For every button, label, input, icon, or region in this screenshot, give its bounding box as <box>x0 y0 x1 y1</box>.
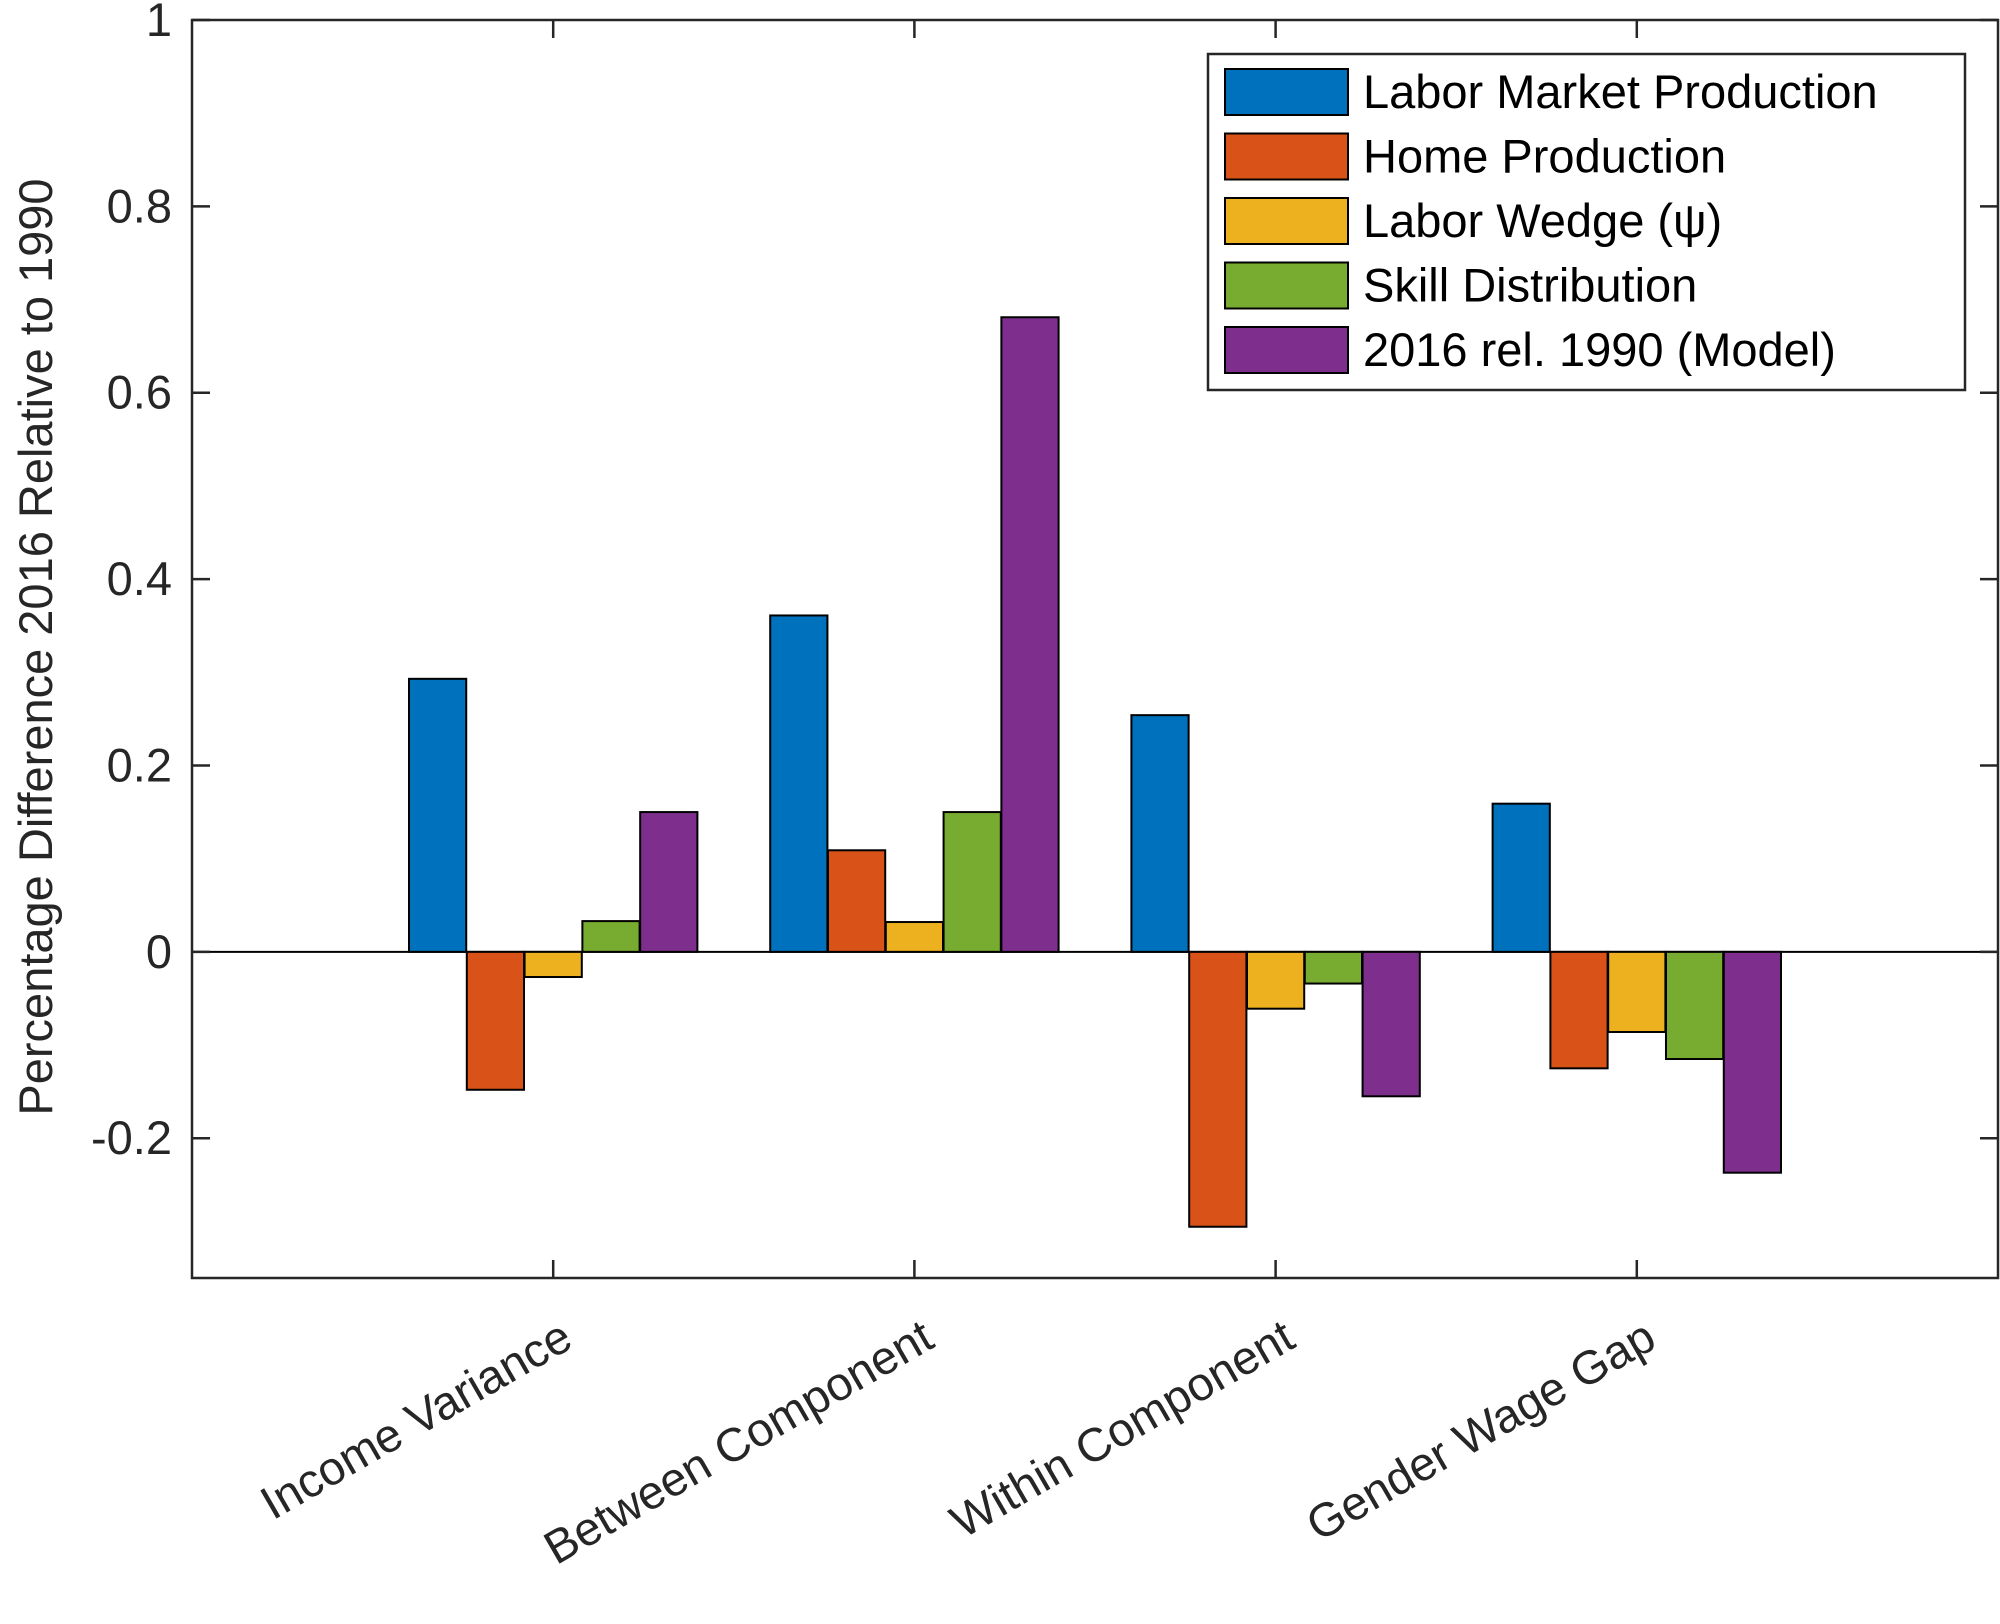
bar-between-component-labor-market-production <box>769 614 829 953</box>
legend-swatch-labor-market-production <box>1224 68 1349 116</box>
legend-label-labor-market-production: Labor Market Production <box>1363 65 1878 118</box>
y-axis-label: Percentage Difference 2016 Relative to 1… <box>9 178 62 1115</box>
legend-swatch-labor-wedge <box>1224 197 1349 245</box>
bar-within-component-labor-market-production <box>1130 714 1190 953</box>
legend-label-home-production: Home Production <box>1363 130 1726 183</box>
bar-between-component-labor-wedge <box>884 921 945 953</box>
bar-gender-wage-gap-labor-wedge <box>1607 950 1667 1033</box>
legend-swatch-home-production <box>1224 132 1349 181</box>
y-tick-label: 0.8 <box>107 179 172 232</box>
bar-within-component-skill-distribution <box>1303 950 1363 985</box>
legend-label-skill-distribution: Skill Distribution <box>1363 259 1697 312</box>
bar-between-component-2016-rel-1990-model <box>1000 316 1060 953</box>
bar-within-component-labor-wedge <box>1245 950 1306 1010</box>
bar-income-variance-2016-rel-1990-model <box>639 811 699 953</box>
bars-group <box>408 316 1782 1228</box>
bar-within-component-home-production <box>1188 950 1248 1228</box>
legend-swatch-skill-distribution <box>1224 261 1349 310</box>
bar-income-variance-labor-wedge <box>523 950 583 979</box>
bar-between-component-home-production <box>827 849 887 953</box>
y-tick-label: -0.2 <box>91 1111 172 1164</box>
bar-income-variance-home-production <box>465 950 526 1091</box>
plot-area-box <box>190 18 2000 1280</box>
bar-gender-wage-gap-home-production <box>1549 950 1609 1070</box>
x-tick-label-between-component: Between Component <box>535 1309 942 1574</box>
bar-income-variance-skill-distribution <box>581 920 641 953</box>
bar-between-component-skill-distribution <box>942 811 1002 953</box>
legend-label-2016-rel-1990-model: 2016 rel. 1990 (Model) <box>1363 323 1836 376</box>
axes-frame <box>190 18 2000 1280</box>
y-tick-label: 0 <box>146 925 172 978</box>
legend: Labor Market Production Home Production La… <box>1206 52 1967 392</box>
x-tick-label-gender-wage-gap: Gender Wage Gap <box>1297 1309 1664 1551</box>
x-tick-label-within-component: Within Component <box>941 1309 1302 1548</box>
bar-gender-wage-gap-2016-rel-1990-model <box>1722 950 1782 1174</box>
legend-swatch-2016-rel-1990-model <box>1224 326 1349 374</box>
bar-gender-wage-gap-labor-market-production <box>1491 802 1551 953</box>
bar-gender-wage-gap-skill-distribution <box>1664 950 1725 1061</box>
y-tick-label: 0.4 <box>107 552 172 605</box>
x-tick-label-income-variance: Income Variance <box>251 1309 580 1530</box>
y-tick-label: 1 <box>146 0 172 46</box>
y-tick-label: 0.2 <box>107 738 172 791</box>
bar-within-component-2016-rel-1990-model <box>1361 950 1421 1098</box>
bar-income-variance-labor-market-production <box>408 677 468 953</box>
legend-label-labor-wedge: Labor Wedge (ψ) <box>1363 194 1722 247</box>
y-tick-label: 0.6 <box>107 366 172 419</box>
y-axis-ticks: -0.2 0 0.2 0.4 0.6 0.8 1 <box>91 0 1998 1164</box>
